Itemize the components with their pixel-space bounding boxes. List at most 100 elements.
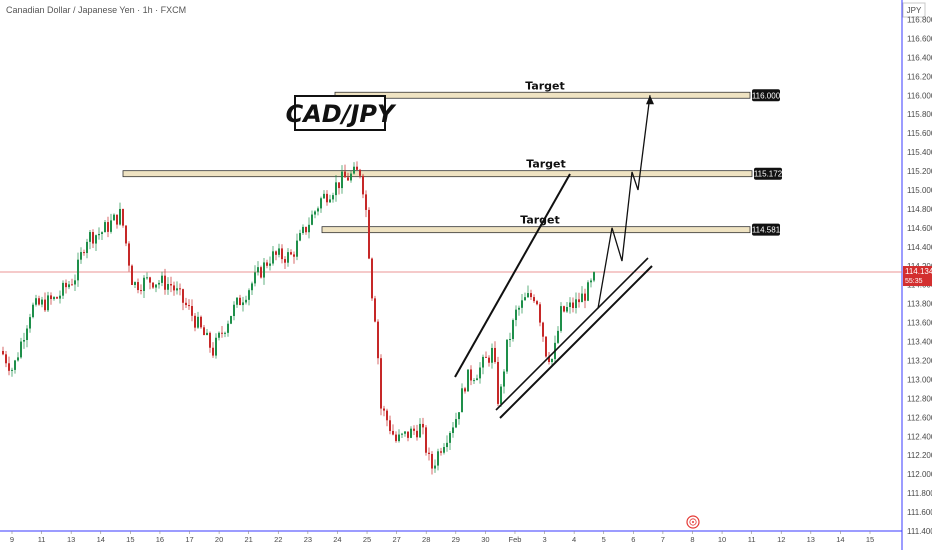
candle-body [248,290,250,300]
target-zone-label: Target [526,158,566,171]
x-tick-label: 29 [452,535,460,544]
candle-body [530,293,532,298]
candle-body [68,284,70,288]
candle-body [404,431,406,434]
target-zone-band[interactable] [321,226,751,234]
target-zone-label: Target [520,214,560,227]
candle-body [233,304,235,317]
symbol-title: Canadian Dollar / Japanese Yen · 1h · FX… [6,5,187,15]
candle-body [95,235,97,244]
candle-body [335,182,337,196]
candle-body [149,277,151,283]
x-tick-label: 4 [572,535,576,544]
candle-body [449,432,451,443]
target-zone-price: 114.581 [752,226,781,235]
candle-body [158,282,160,285]
candle-body [194,315,196,328]
y-tick-label: 115.800 [907,110,932,119]
channel-lower-line-inner[interactable] [495,257,649,411]
candle-body [431,453,433,469]
candle-body [575,299,577,309]
candle-body [377,321,379,359]
candle-body [65,282,67,288]
candle-body [500,386,502,404]
candle-body [584,293,586,301]
channel-lower-line-outer[interactable] [499,265,653,419]
candle-body [119,208,121,225]
candle-body [389,420,391,431]
candle-body [77,259,79,281]
candle-body [221,332,223,334]
candle-body [332,195,334,200]
candle-body [116,214,118,225]
cadjpy-logo: CAD/JPY [286,95,397,131]
candle-body [197,316,199,328]
candle-body [14,360,16,370]
candle-body [440,451,442,453]
candle-body [71,284,73,286]
candle-body [347,177,349,181]
y-tick-label: 111.800 [907,489,932,498]
candle-body [560,306,562,331]
logo-text: CAD/JPY [286,100,397,128]
candle-body [470,369,472,381]
candle-body [479,367,481,379]
candle-body [164,275,166,290]
candle-body [452,427,454,433]
candle-body [488,357,490,363]
candle-body [464,388,466,392]
channel-upper-line[interactable] [454,173,571,378]
target-zone-band[interactable] [334,91,751,99]
candle-body [35,298,37,305]
currency-box[interactable] [902,2,926,18]
projected-path[interactable] [597,95,651,309]
candle-body [515,309,517,321]
y-tick-label: 112.600 [907,413,932,422]
candle-body [533,297,535,302]
candle-body [542,322,544,337]
candle-body [272,251,274,264]
target-zones: Target 116.000 Target 115.172 Target 114.581 [122,79,783,236]
x-tick-label: 8 [690,535,694,544]
candle-body [458,412,460,420]
candle-body [569,302,571,308]
candle-body [260,267,262,278]
candle-body [524,297,526,301]
x-tick-label: 6 [631,535,635,544]
candle-body [434,465,436,469]
candle-body [59,295,61,299]
candle-body [395,434,397,442]
candle-body [152,282,154,288]
candle-body [41,299,43,305]
currency-label: JPY [907,6,922,15]
economic-event-icon[interactable] [686,515,700,529]
candle-body [38,298,40,305]
candle-body [191,306,193,316]
y-tick-label: 114.600 [907,224,932,233]
candle-body [344,171,346,178]
candle-body [284,259,286,263]
candle-body [83,252,85,254]
candle-body [245,299,247,303]
x-tick-label: 10 [718,535,726,544]
candle-body [176,288,178,291]
x-tick-label: 14 [97,535,105,544]
y-tick-label: 116.600 [907,34,932,43]
candle-body [179,288,181,290]
candle-body [161,275,163,283]
target-zone-band[interactable] [122,170,753,178]
y-tick-label: 112.200 [907,451,932,460]
candle-body [143,277,145,291]
candle-body [410,428,412,438]
x-tick-label: 27 [392,535,400,544]
candle-body [290,252,292,255]
candle-body [107,222,109,232]
x-tick-labels: 9 11 13 14 15 16 17 20 21 22 23 24 25 27 28 29 30 Feb 3 4 5 6… [10,531,874,544]
candle-body [89,232,91,242]
candle-body [140,290,142,292]
current-price-badge: 114.134 55:35 [903,266,932,287]
candle-body [2,351,4,355]
candle-body [269,263,271,266]
